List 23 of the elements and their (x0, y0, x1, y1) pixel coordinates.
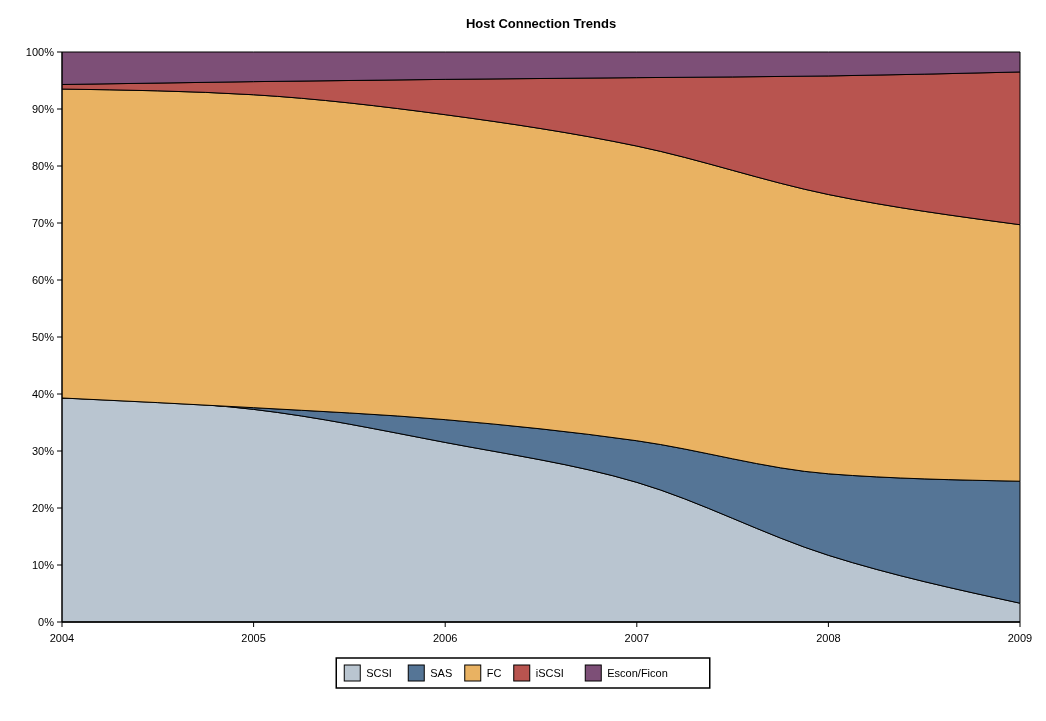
y-tick-label: 50% (31, 330, 55, 343)
x-tick-label: 2004 (49, 632, 75, 644)
y-tick-label: 100% (25, 45, 55, 58)
y-tick-label: 70% (31, 216, 55, 229)
x-tick-label: 2005 (241, 632, 266, 644)
legend-label: SCSI (366, 666, 392, 679)
y-tick-label: 10% (31, 558, 55, 571)
x-tick-label: 2006 (432, 632, 458, 644)
legend-label: SAS (430, 666, 453, 679)
y-tick-label: 90% (31, 102, 55, 115)
y-tick-label: 60% (31, 273, 55, 286)
y-tick-label: 20% (31, 501, 55, 514)
y-tick-label: 0% (38, 615, 55, 628)
x-tick-label: 2009 (1007, 632, 1033, 644)
x-tick-label: 2007 (624, 632, 650, 644)
legend-label: iSCSI (535, 666, 564, 679)
y-tick-label: 30% (31, 444, 55, 457)
y-tick-label: 80% (31, 159, 55, 172)
x-tick-label: 2008 (816, 632, 841, 644)
chart-title: Host Connection Trends (465, 16, 617, 31)
legend-label: FC (486, 666, 502, 679)
legend-label: Escon/Ficon (607, 666, 668, 679)
y-tick-label: 40% (31, 387, 55, 400)
